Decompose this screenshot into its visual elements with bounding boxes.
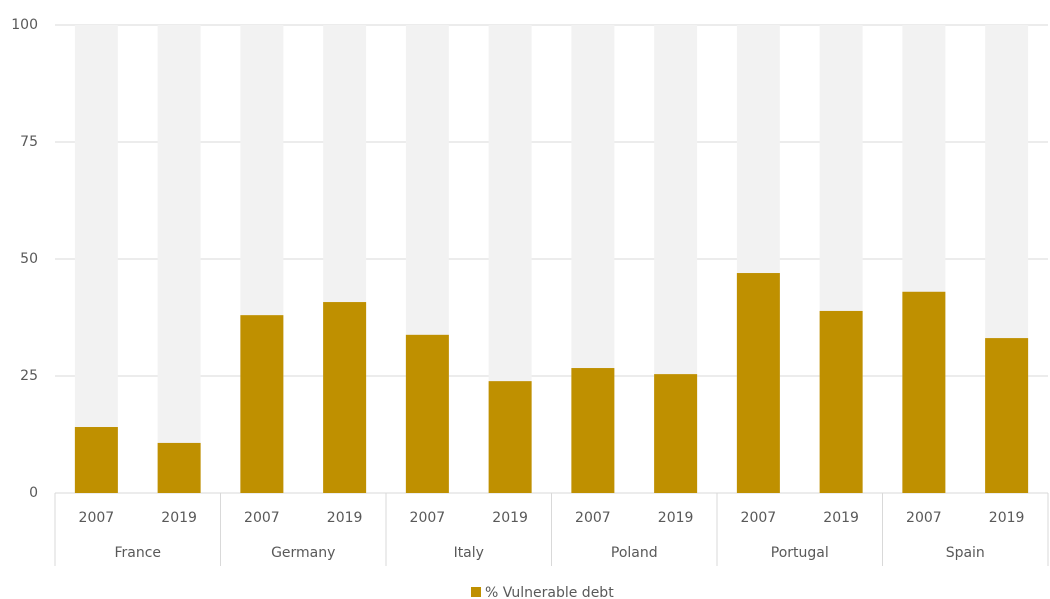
- x-tick-label: 2019: [492, 510, 528, 526]
- y-tick-label: 50: [20, 251, 38, 267]
- x-tick-label: 2007: [906, 510, 942, 526]
- group-label: Spain: [946, 545, 985, 561]
- x-tick-label: 2007: [79, 510, 115, 526]
- bar: [323, 302, 367, 493]
- x-tick-label: 2019: [161, 510, 197, 526]
- x-tick-label: 2007: [244, 510, 280, 526]
- legend-swatch: [471, 587, 481, 597]
- bar: [74, 427, 118, 493]
- bar: [405, 334, 449, 493]
- bar-track: [74, 25, 118, 493]
- bar: [654, 374, 698, 493]
- x-tick-label: 2019: [658, 510, 694, 526]
- bar: [157, 442, 201, 493]
- bar-track: [157, 25, 201, 493]
- x-tick-label: 2007: [741, 510, 777, 526]
- y-tick-label: 100: [11, 17, 38, 33]
- group-label: Poland: [611, 545, 658, 561]
- group-label: Italy: [454, 545, 484, 561]
- bar: [985, 338, 1029, 493]
- x-tick-label: 2007: [575, 510, 611, 526]
- bar: [488, 381, 532, 493]
- x-tick-label: 2007: [410, 510, 446, 526]
- x-tick-label: 2019: [823, 510, 859, 526]
- group-label: France: [114, 545, 161, 561]
- bar: [902, 291, 946, 493]
- y-tick-label: 75: [20, 134, 38, 150]
- bar: [240, 315, 284, 493]
- legend-label: % Vulnerable debt: [485, 585, 614, 599]
- group-label: Portugal: [771, 545, 829, 561]
- y-tick-label: 25: [20, 368, 38, 384]
- x-tick-label: 2019: [327, 510, 363, 526]
- bar: [571, 368, 615, 493]
- y-tick-label: 0: [29, 485, 38, 501]
- bar: [819, 310, 863, 493]
- x-tick-label: 2019: [989, 510, 1025, 526]
- bar: [736, 273, 780, 493]
- group-label: Germany: [271, 545, 335, 561]
